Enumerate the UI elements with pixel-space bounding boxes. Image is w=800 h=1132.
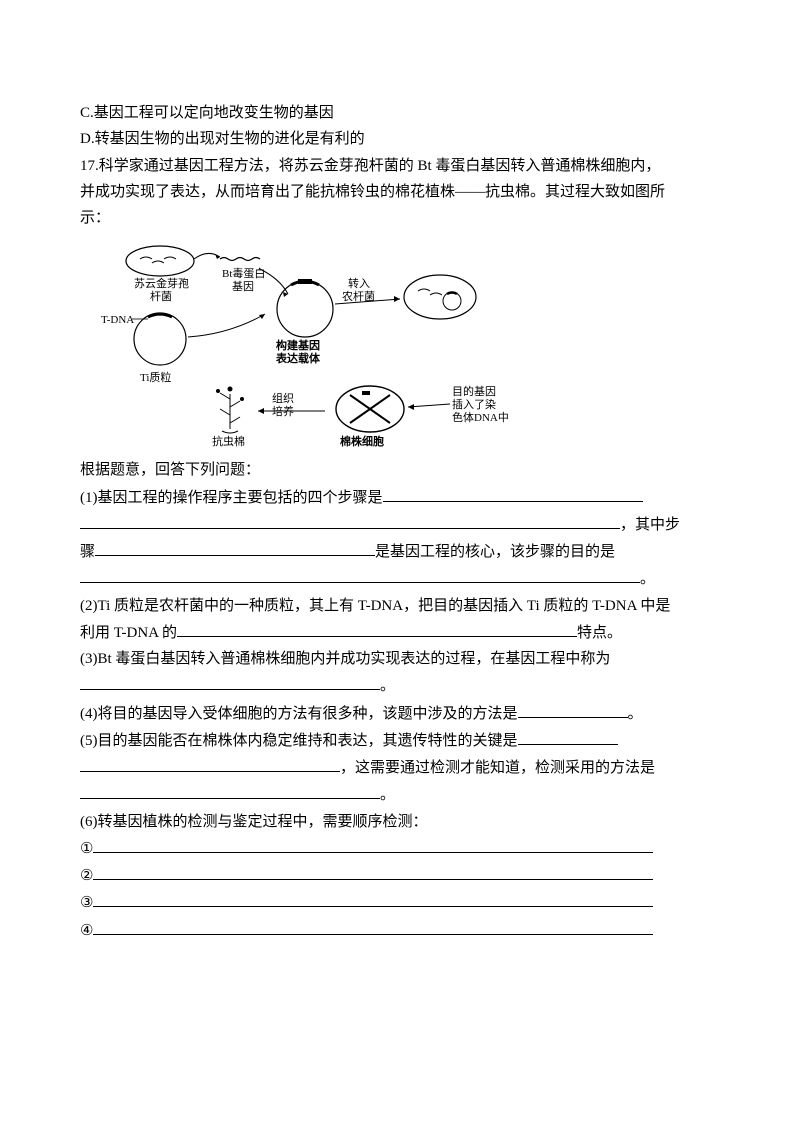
q3-line2: 。: [80, 672, 720, 699]
label-inserted-2: 插入了染: [452, 397, 496, 411]
option-d: D.转基因生物的出现对生物的进化是有利的: [80, 126, 720, 152]
q17-line1: 17.科学家通过基因工程方法，将苏云金芽孢杆菌的 Bt 毒蛋白基因转入普通棉株细…: [80, 153, 720, 179]
blank: [80, 754, 340, 772]
q6-num4: ④: [80, 923, 93, 939]
blank: [177, 619, 577, 637]
q5-text: (5)目的基因能否在棉株体内稳定维持和表达，其遗传特性的关键是: [80, 733, 518, 749]
q6-item4: ④: [80, 917, 720, 944]
blank: [93, 889, 653, 907]
cotton-plant-icon: [216, 387, 244, 434]
q6-line1: (6)转基因植株的检测与鉴定过程中，需要顺序检测：: [80, 809, 720, 835]
period: 。: [640, 571, 655, 587]
blank: [93, 917, 653, 935]
label-transfer-2: 农杆菌: [342, 289, 375, 303]
q1c-suffix: 是基因工程的核心，该步骤的目的是: [375, 544, 615, 560]
period: 。: [380, 787, 395, 803]
label-cell: 棉株细胞: [340, 434, 384, 448]
q4-text: (4)将目的基因导入受体细胞的方法有很多种，该题中涉及的方法是: [80, 706, 518, 722]
blank: [80, 672, 380, 690]
q3-line1: (3)Bt 毒蛋白基因转入普通棉株细胞内并成功实现表达的过程，在基因工程中称为: [80, 646, 720, 672]
period: 。: [380, 678, 395, 694]
label-inserted-3: 色体DNA中: [452, 410, 509, 424]
label-tissue: 组织: [272, 391, 294, 405]
q1-text: (1)基因工程的操作程序主要包括的四个步骤是: [80, 490, 383, 506]
label-btgene-2: 基因: [232, 280, 254, 293]
label-transfer: 转入: [348, 276, 370, 290]
process-diagram: 苏云金芽孢 杆菌 Bt毒蛋白 基因 T-DNA Ti质粒: [100, 239, 540, 449]
blank: [518, 727, 618, 745]
q6-item2: ②: [80, 862, 720, 889]
q2b-prefix: 利用 T-DNA 的: [80, 625, 177, 641]
label-bacteria-2: 杆菌: [150, 289, 172, 303]
label-ti: Ti质粒: [140, 370, 171, 384]
q5-line2: ，这需要通过检测才能知道，检测采用的方法是: [80, 754, 720, 781]
label-tissue-2: 培养: [272, 404, 294, 418]
blank: [80, 565, 640, 583]
blank: [93, 862, 653, 880]
blank: [95, 538, 375, 556]
q17-line3: 示：: [80, 205, 720, 231]
q1-line1: (1)基因工程的操作程序主要包括的四个步骤是: [80, 484, 720, 511]
q2-line1: (2)Ti 质粒是农杆菌中的一种质粒，其上有 T-DNA，把目的基因插入 Ti …: [80, 593, 720, 619]
q1c-prefix: 骤: [80, 544, 95, 560]
label-construct: 构建基因: [276, 338, 320, 352]
q6-item3: ③: [80, 889, 720, 916]
q1-line3: 骤 是基因工程的核心，该步骤的目的是: [80, 538, 720, 565]
blank: [383, 484, 643, 502]
q5-line1: (5)目的基因能否在棉株体内稳定维持和表达，其遗传特性的关键是: [80, 727, 720, 754]
q17-line2: 并成功实现了表达，从而培育出了能抗棉铃虫的棉花植株——抗虫棉。其过程大致如图所: [80, 179, 720, 205]
q6-num3: ③: [80, 895, 93, 911]
q2b-suffix: 特点。: [577, 625, 622, 641]
q1-line2: ，其中步: [80, 511, 720, 538]
q2-line2: 利用 T-DNA 的 特点。: [80, 619, 720, 646]
blank: [93, 835, 653, 853]
q5-line3: 。: [80, 781, 720, 808]
blank: [518, 700, 628, 718]
label-inserted: 目的基因: [452, 384, 496, 398]
label-construct-2: 表达载体: [275, 351, 321, 365]
q6-item1: ①: [80, 835, 720, 862]
label-cotton: 抗虫棉: [212, 434, 245, 448]
period: 。: [628, 706, 643, 722]
label-bacteria: 苏云金芽孢: [134, 276, 189, 290]
q6-num1: ①: [80, 841, 93, 857]
label-btgene: Bt毒蛋白: [222, 266, 265, 280]
option-c: C.基因工程可以定向地改变生物的基因: [80, 100, 720, 126]
stem-line: 根据题意，回答下列问题：: [80, 457, 720, 483]
q6-num2: ②: [80, 868, 93, 884]
label-tdna: T-DNA: [101, 314, 134, 326]
q1-line4: 。: [80, 565, 720, 592]
q4-line1: (4)将目的基因导入受体细胞的方法有很多种，该题中涉及的方法是 。: [80, 700, 720, 727]
blank: [80, 781, 380, 799]
q1b-suffix: ，其中步: [620, 517, 680, 533]
q5b-suffix: ，这需要通过检测才能知道，检测采用的方法是: [340, 760, 655, 776]
blank: [80, 511, 620, 529]
